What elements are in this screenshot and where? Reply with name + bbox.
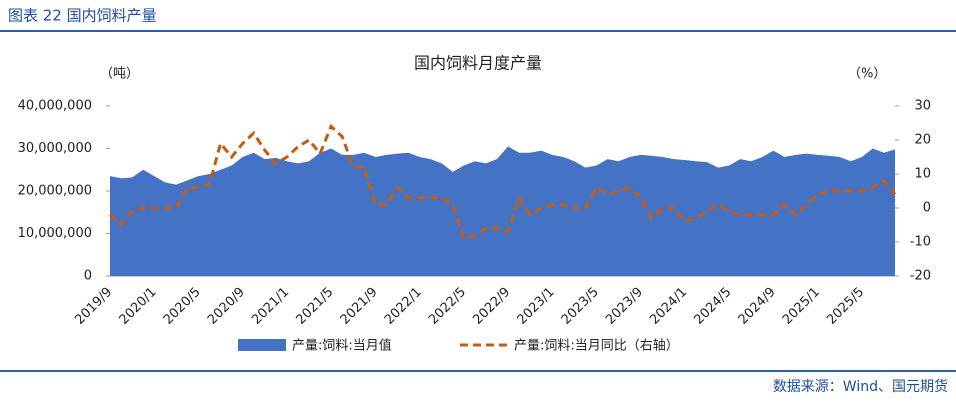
- x-tick-label: 2022/5: [426, 285, 469, 328]
- x-tick-label: 2019/9: [72, 285, 115, 328]
- legend-swatch: [238, 339, 286, 351]
- y-tick-label: 20,000,000: [18, 184, 92, 199]
- y2-tick-label: 10: [914, 167, 931, 182]
- legend-label: 产量:饲料:当月值: [292, 338, 392, 354]
- chart-title: 国内饲料月度产量: [414, 54, 542, 73]
- x-tick-label: 2020/5: [161, 285, 204, 328]
- x-tick-label: 2023/5: [559, 285, 602, 328]
- x-tick-label: 2023/9: [603, 285, 646, 328]
- x-tick-label: 2024/1: [647, 285, 690, 328]
- y2-tick-label: 30: [914, 99, 931, 114]
- x-tick-label: 2021/9: [338, 285, 381, 328]
- y-tick-label: 40,000,000: [18, 99, 92, 114]
- x-tick-label: 2023/1: [515, 285, 558, 328]
- area-series: [110, 146, 895, 276]
- y-axis-label: （吨）: [100, 67, 139, 82]
- header-title: 图表 22 国内饲料产量: [8, 7, 157, 25]
- x-tick-label: 2024/9: [736, 285, 779, 328]
- y-tick-label: 0: [84, 269, 92, 284]
- x-tick-label: 2020/1: [117, 285, 160, 328]
- y-tick-label: 30,000,000: [18, 141, 92, 156]
- x-tick-label: 2022/9: [470, 285, 513, 328]
- y2-tick-label: -20: [910, 269, 931, 284]
- legend-label: 产量:饲料:当月同比（右轴）: [514, 339, 679, 354]
- x-tick-label: 2021/5: [293, 285, 336, 328]
- x-tick-label: 2024/5: [692, 285, 735, 328]
- y2-axis-label: （%）: [848, 67, 886, 82]
- y2-tick-label: -10: [910, 235, 931, 250]
- y-tick-label: 10,000,000: [18, 226, 92, 241]
- line-series: [108, 123, 897, 241]
- x-tick-label: 2025/1: [780, 285, 823, 328]
- x-tick-label: 2020/9: [205, 285, 248, 328]
- x-tick-label: 2021/1: [249, 285, 292, 328]
- x-tick-label: 2025/5: [824, 285, 867, 328]
- y2-tick-label: 20: [914, 133, 931, 148]
- x-tick-label: 2022/1: [382, 285, 425, 328]
- y2-tick-label: 0: [923, 201, 931, 216]
- source: 数据来源：Wind、国元期货: [773, 378, 948, 395]
